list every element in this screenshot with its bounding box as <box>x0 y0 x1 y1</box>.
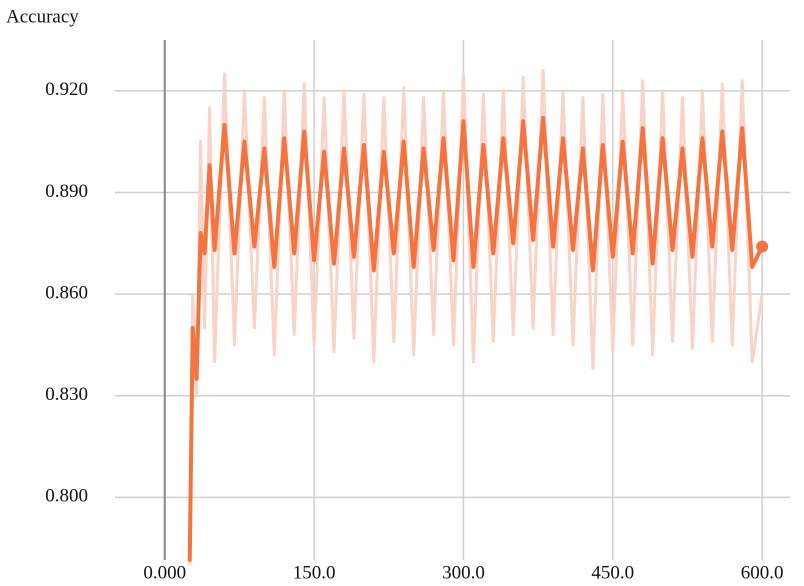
x-tick-label: 600.0 <box>741 562 784 583</box>
series-line <box>187 115 764 562</box>
series-line <box>188 69 764 566</box>
end-point <box>756 240 769 253</box>
x-tick-label: 300.0 <box>442 562 485 583</box>
y-tick-label: 0.890 <box>45 181 88 202</box>
y-tick-label: 0.830 <box>45 384 88 405</box>
chart-title: Accuracy <box>6 6 79 27</box>
x-tick-label: 450.0 <box>591 562 634 583</box>
x-tick-label: 0.000 <box>143 562 186 583</box>
x-tick-label: 150.0 <box>293 562 336 583</box>
y-tick-label: 0.920 <box>45 79 88 100</box>
y-tick-label: 0.800 <box>45 486 88 507</box>
y-tick-label: 0.860 <box>45 282 88 303</box>
